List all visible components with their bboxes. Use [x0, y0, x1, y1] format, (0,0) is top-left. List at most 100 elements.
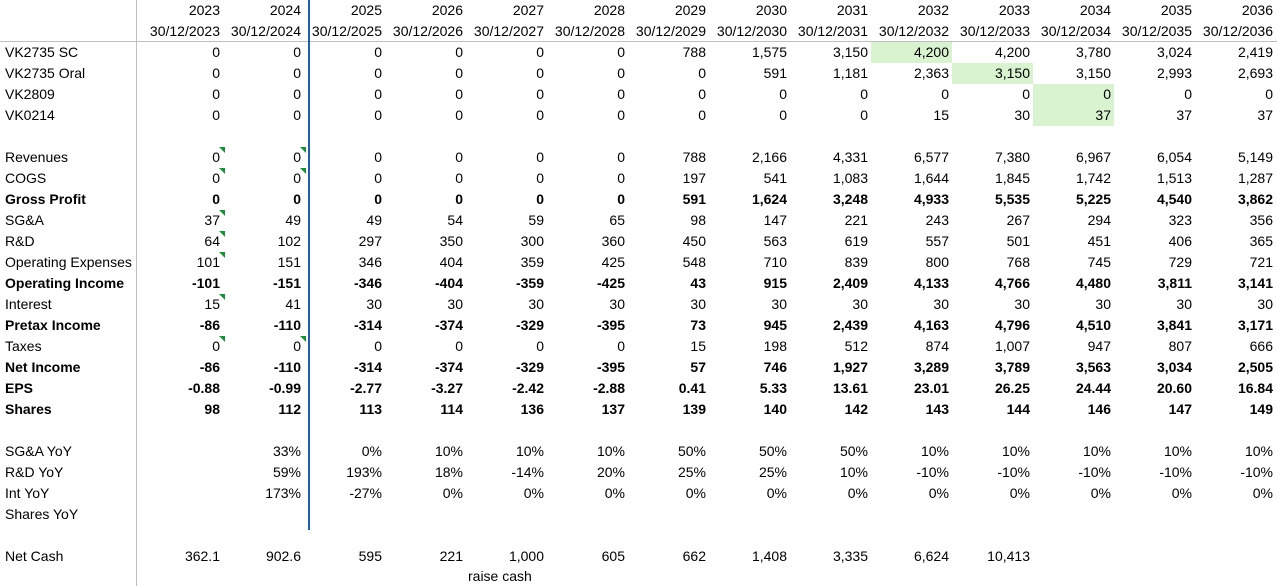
value-cell[interactable]: 6,967: [1075, 149, 1111, 165]
value-cell[interactable]: 0: [617, 86, 625, 102]
value-cell[interactable]: 54: [447, 212, 463, 228]
year-header-cell[interactable]: 2026: [431, 2, 463, 18]
row-label[interactable]: VK2735 Oral: [5, 65, 86, 81]
value-cell[interactable]: 1,742: [1075, 170, 1111, 186]
value-cell[interactable]: 1,083: [832, 170, 868, 186]
raise-cash-note[interactable]: raise cash: [468, 568, 532, 584]
value-cell[interactable]: 50%: [677, 443, 706, 459]
value-cell[interactable]: -329: [515, 317, 544, 333]
value-cell[interactable]: [142, 483, 223, 504]
value-cell[interactable]: 0: [293, 191, 301, 207]
value-cell[interactable]: 0%: [685, 485, 706, 501]
value-cell[interactable]: 2,439: [832, 317, 868, 333]
value-cell[interactable]: 0: [374, 107, 382, 123]
value-cell[interactable]: 5.33: [759, 380, 787, 396]
value-cell[interactable]: 37: [1176, 107, 1192, 123]
value-cell[interactable]: 4,480: [1075, 275, 1111, 291]
value-cell[interactable]: 0: [536, 107, 544, 123]
date-header-cell[interactable]: 30/12/2025: [311, 23, 382, 39]
date-header-cell[interactable]: 30/12/2027: [473, 23, 544, 39]
year-header-cell[interactable]: 2029: [674, 2, 706, 18]
value-cell[interactable]: 0: [455, 107, 463, 123]
value-cell[interactable]: 294: [1087, 212, 1111, 228]
value-cell[interactable]: 0: [293, 338, 301, 354]
value-cell[interactable]: [142, 441, 223, 462]
value-cell[interactable]: 1,624: [751, 191, 787, 207]
value-cell[interactable]: 0: [455, 170, 463, 186]
value-cell[interactable]: -14%: [511, 464, 544, 480]
value-cell[interactable]: 0: [941, 86, 949, 102]
value-cell[interactable]: 0: [455, 86, 463, 102]
value-cell[interactable]: 26.25: [994, 380, 1030, 396]
value-cell[interactable]: 147: [763, 212, 787, 228]
value-cell[interactable]: 3,862: [1237, 191, 1273, 207]
year-header-cell[interactable]: 2036: [1241, 2, 1273, 18]
value-cell[interactable]: 3,150: [1075, 65, 1111, 81]
year-header-cell[interactable]: 2025: [350, 2, 382, 18]
value-cell[interactable]: 0: [536, 65, 544, 81]
value-cell[interactable]: 43: [690, 275, 706, 291]
value-cell[interactable]: 2,993: [1156, 65, 1192, 81]
value-cell[interactable]: 746: [763, 359, 787, 375]
value-cell[interactable]: -10%: [1159, 464, 1192, 480]
value-cell[interactable]: 0: [536, 191, 544, 207]
value-cell[interactable]: 113: [359, 401, 382, 417]
date-header-cell[interactable]: 30/12/2023: [149, 23, 220, 39]
value-cell[interactable]: 30: [528, 296, 544, 312]
value-cell[interactable]: 197: [682, 170, 706, 186]
value-cell[interactable]: 541: [763, 170, 787, 186]
row-label[interactable]: Interest: [5, 296, 52, 312]
value-cell[interactable]: -404: [434, 275, 463, 291]
value-cell[interactable]: 745: [1087, 254, 1111, 270]
value-cell[interactable]: 356: [1249, 212, 1273, 228]
value-cell[interactable]: 10%: [1163, 443, 1192, 459]
value-cell[interactable]: 114: [440, 401, 463, 417]
value-cell[interactable]: 10%: [839, 464, 868, 480]
year-header-cell[interactable]: 2034: [1079, 2, 1111, 18]
value-cell[interactable]: 915: [763, 275, 787, 291]
value-cell[interactable]: 0: [293, 107, 301, 123]
value-cell[interactable]: -2.77: [350, 380, 382, 396]
value-cell[interactable]: 10%: [596, 443, 625, 459]
value-cell[interactable]: 0: [1184, 86, 1192, 102]
value-cell[interactable]: 198: [763, 338, 787, 354]
value-cell[interactable]: 0%: [1252, 485, 1273, 501]
value-cell[interactable]: 945: [763, 317, 787, 333]
value-cell[interactable]: -3.27: [431, 380, 463, 396]
value-cell[interactable]: 947: [1087, 338, 1111, 354]
value-cell[interactable]: 30: [933, 296, 949, 312]
value-cell[interactable]: 30: [366, 296, 382, 312]
value-cell[interactable]: 666: [1249, 338, 1273, 354]
value-cell[interactable]: 0: [860, 86, 868, 102]
value-cell[interactable]: 0: [1265, 86, 1273, 102]
value-cell[interactable]: 0: [212, 44, 220, 60]
value-cell[interactable]: 902.6: [265, 548, 301, 564]
value-cell[interactable]: 37: [204, 212, 220, 228]
value-cell[interactable]: 0: [374, 86, 382, 102]
value-cell[interactable]: -10%: [1240, 464, 1273, 480]
value-cell[interactable]: 3,789: [994, 359, 1030, 375]
value-cell[interactable]: 5,225: [1075, 191, 1111, 207]
value-cell[interactable]: 346: [358, 254, 382, 270]
date-header-cell[interactable]: 30/12/2028: [554, 23, 625, 39]
value-cell[interactable]: -2.42: [512, 380, 544, 396]
value-cell[interactable]: 59%: [272, 464, 301, 480]
value-cell[interactable]: 563: [763, 233, 787, 249]
value-cell[interactable]: 10%: [1001, 443, 1030, 459]
value-cell[interactable]: 1,181: [832, 65, 868, 81]
value-cell[interactable]: 0: [617, 107, 625, 123]
date-header-cell[interactable]: 30/12/2024: [230, 23, 301, 39]
value-cell[interactable]: 3,034: [1156, 359, 1192, 375]
value-cell[interactable]: 1,575: [751, 44, 787, 60]
value-cell[interactable]: 3,248: [832, 191, 868, 207]
value-cell[interactable]: 0: [536, 170, 544, 186]
value-cell[interactable]: 3,141: [1237, 275, 1273, 291]
value-cell[interactable]: 13.61: [832, 380, 868, 396]
year-header-cell[interactable]: 2035: [1160, 2, 1192, 18]
value-cell[interactable]: 10%: [1082, 443, 1111, 459]
year-header-cell[interactable]: 2028: [593, 2, 625, 18]
value-cell[interactable]: 2,505: [1237, 359, 1273, 375]
value-cell[interactable]: 0: [617, 44, 625, 60]
value-cell[interactable]: -346: [353, 275, 382, 291]
value-cell[interactable]: 4,796: [994, 317, 1030, 333]
